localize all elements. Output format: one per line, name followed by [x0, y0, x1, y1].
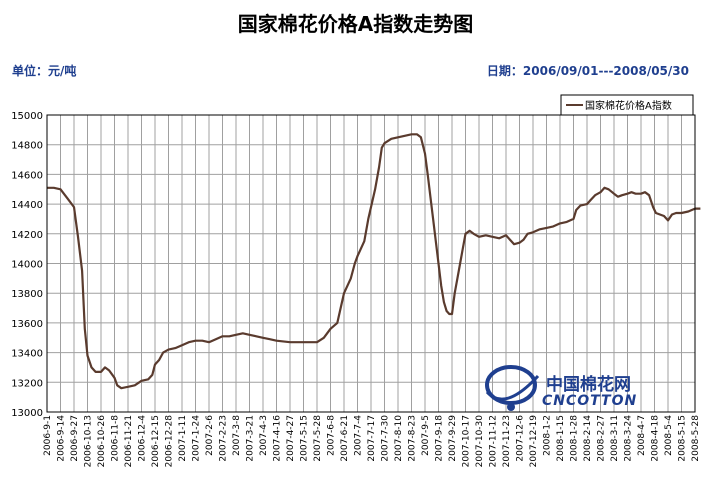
cncotton-logo: 中国棉花网 CNCOTTON — [485, 365, 637, 411]
unit-label: 单位：元/吨 — [12, 64, 77, 78]
x-tick-label: 2008-2-14 — [583, 415, 593, 462]
y-tick-label: 14400 — [11, 200, 43, 211]
x-tick-label: 2007-1-24 — [192, 415, 202, 462]
x-tick-label: 2008-5-4 — [664, 415, 674, 456]
chart-title: 国家棉花价格A指数走势图 — [237, 12, 474, 36]
x-tick-label: 2007-4-16 — [273, 415, 283, 462]
y-axis-ticks: 13000 13200 13400 13600 13800 14000 14200 14400… — [11, 111, 43, 419]
x-axis-ticks: 2006-9-1 2006-9-14 2006-9-27 2006-10-13 2006… — [43, 415, 701, 468]
x-tick-label: 2006-10-26 — [97, 415, 107, 468]
x-tick-label: 2007-10-17 — [462, 415, 472, 467]
legend-box — [560, 94, 694, 116]
x-tick-label: 2007-4-27 — [286, 415, 296, 462]
x-tick-label: 2007-1-11 — [178, 415, 188, 462]
x-tick-label: 2007-12-19 — [529, 415, 539, 468]
x-tick-label: 2007-8-23 — [408, 415, 418, 462]
x-tick-label: 2006-9-27 — [70, 415, 80, 462]
y-tick-label: 13000 — [11, 408, 43, 419]
y-tick-label: 13600 — [11, 319, 43, 330]
grid — [46, 114, 696, 413]
x-tick-label: 2007-9-18 — [435, 415, 445, 462]
series-layer — [47, 133, 701, 390]
x-tick-label: 2008-5-28 — [691, 415, 701, 462]
y-tick-label: 13800 — [11, 289, 43, 300]
y-tick-label: 15000 — [11, 111, 43, 122]
x-tick-label: 2006-12-4 — [138, 415, 148, 462]
logo-chinese-text: 中国棉花网 — [546, 374, 631, 395]
y-tick-label: 14000 — [11, 260, 43, 271]
x-tick-label: 2007-3-21 — [246, 415, 256, 462]
legend: 国家棉花价格A指数 — [560, 94, 694, 116]
x-tick-label: 2007-8-10 — [394, 415, 404, 462]
x-tick-label: 2008-2-27 — [597, 415, 607, 462]
x-tick-label: 2007-4-3 — [259, 415, 269, 456]
swoosh-icon — [485, 374, 540, 401]
x-tick-label: 2006-9-1 — [43, 415, 53, 456]
x-tick-label: 2006-9-14 — [57, 415, 67, 462]
x-tick-label: 2007-2-6 — [205, 415, 215, 456]
y-tick-label: 13200 — [11, 378, 43, 389]
plot-frame — [46, 114, 696, 413]
x-tick-label: 2008-1-15 — [556, 415, 566, 462]
x-tick-label: 2007-5-15 — [300, 415, 310, 462]
x-tick-label: 2007-5-28 — [313, 415, 323, 462]
x-tick-label: 2006-12-15 — [151, 415, 161, 467]
x-tick-label: 2007-2-23 — [219, 415, 229, 462]
x-tick-label: 2008-1-2 — [543, 415, 553, 456]
y-tick-label: 14800 — [11, 141, 43, 152]
x-tick-label: 2006-11-8 — [111, 415, 121, 462]
x-tick-label: 2006-11-21 — [124, 415, 134, 467]
x-tick-label: 2008-3-11 — [610, 415, 620, 462]
legend-label: 国家棉花价格A指数 — [585, 99, 672, 112]
x-tick-label: 2007-9-29 — [448, 415, 458, 462]
x-tick-label: 2008-4-7 — [637, 415, 647, 456]
x-tick-label: 2007-7-17 — [367, 415, 377, 462]
dot-icon — [507, 403, 515, 411]
x-tick-label: 2008-1-28 — [570, 415, 580, 462]
x-tick-label: 2007-6-8 — [327, 415, 337, 456]
y-tick-label: 13400 — [11, 349, 43, 360]
x-tick-label: 2007-10-30 — [475, 415, 485, 468]
date-range: 日期：2006/09/01---2008/05/30 — [486, 64, 689, 78]
x-tick-label: 2008-4-18 — [651, 415, 661, 462]
x-tick-label: 2007-3-8 — [232, 415, 242, 456]
series-line-0 — [47, 133, 701, 390]
y-tick-label: 14200 — [11, 230, 43, 241]
x-tick-label: 2008-3-24 — [624, 415, 634, 462]
x-tick-label: 2007-7-30 — [381, 415, 391, 462]
x-tick-label: 2007-11-12 — [489, 415, 499, 467]
logo-english-text: CNCOTTON — [542, 393, 637, 409]
x-tick-label: 2008-5-15 — [678, 415, 688, 462]
plot-border — [46, 114, 696, 413]
x-tick-label: 2007-12-6 — [516, 415, 526, 462]
x-tick-label: 2007-6-21 — [340, 415, 350, 462]
x-tick-label: 2006-12-28 — [165, 415, 175, 468]
x-tick-label: 2007-9-5 — [421, 415, 431, 456]
y-tick-label: 14600 — [11, 170, 43, 181]
x-tick-label: 2007-7-4 — [354, 415, 364, 456]
x-tick-label: 2006-10-13 — [84, 415, 94, 467]
x-tick-label: 2007-11-23 — [502, 415, 512, 467]
